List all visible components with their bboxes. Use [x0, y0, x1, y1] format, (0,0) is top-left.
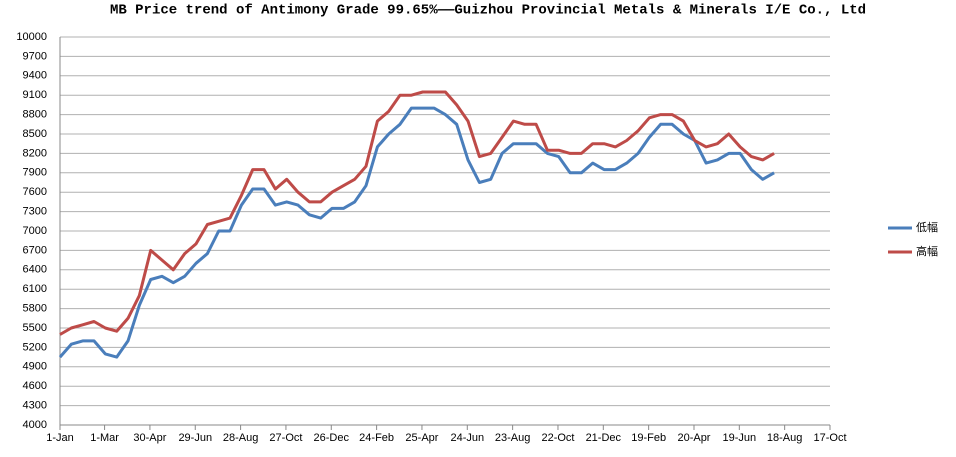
y-tick-label: 10000	[16, 31, 47, 43]
line-series	[58, 106, 775, 359]
y-tick-label: 4600	[23, 380, 47, 392]
y-tick-label: 5500	[23, 322, 47, 334]
y-tick-label: 5800	[23, 303, 47, 315]
x-tick-label: 26-Dec	[314, 432, 350, 444]
y-tick-label: 8500	[23, 128, 47, 140]
y-tick-label: 7000	[23, 225, 47, 237]
legend-label: 高幅	[916, 244, 938, 258]
y-tick-label: 9400	[23, 70, 47, 82]
y-tick-label: 9100	[23, 89, 47, 101]
y-tick-label: 8200	[23, 147, 47, 159]
x-tick-label: 22-Oct	[541, 432, 574, 444]
x-tick-label: 20-Apr	[677, 432, 710, 444]
x-tick-label: 29-Jun	[178, 432, 212, 444]
y-tick-label: 4300	[23, 400, 47, 412]
x-tick-label: 24-Feb	[359, 432, 394, 444]
x-tick-label: 21-Dec	[586, 432, 622, 444]
line-series	[59, 90, 775, 336]
x-tick-label: 19-Jun	[723, 432, 757, 444]
y-tick-label: 6100	[23, 283, 47, 295]
chart-title: MB Price trend of Antimony Grade 99.65%—…	[110, 3, 866, 19]
x-tick-label: 19-Feb	[631, 432, 666, 444]
x-tick-label: 23-Aug	[495, 432, 530, 444]
x-tick-label: 28-Aug	[223, 432, 258, 444]
y-tick-label: 7300	[23, 206, 47, 218]
y-tick-label: 7900	[23, 167, 47, 179]
x-tick-label: 30-Apr	[133, 432, 166, 444]
x-tick-label: 24-Jun	[450, 432, 484, 444]
x-tick-label: 1-Mar	[90, 432, 119, 444]
legend-label: 低幅	[916, 221, 938, 234]
x-tick-label: 25-Apr	[405, 432, 438, 444]
y-tick-label: 5200	[23, 341, 47, 353]
y-tick-label: 9700	[23, 50, 47, 62]
y-tick-label: 6400	[23, 264, 47, 276]
y-tick-label: 4000	[23, 419, 47, 431]
y-tick-label: 4900	[23, 361, 47, 373]
y-tick-label: 7600	[23, 186, 47, 198]
x-tick-label: 1-Jan	[46, 432, 74, 444]
x-tick-label: 27-Oct	[269, 432, 302, 444]
y-tick-label: 6700	[23, 244, 47, 256]
x-tick-label: 17-Oct	[813, 432, 846, 444]
x-tick-label: 18-Aug	[767, 432, 802, 444]
y-tick-label: 8800	[23, 109, 47, 121]
